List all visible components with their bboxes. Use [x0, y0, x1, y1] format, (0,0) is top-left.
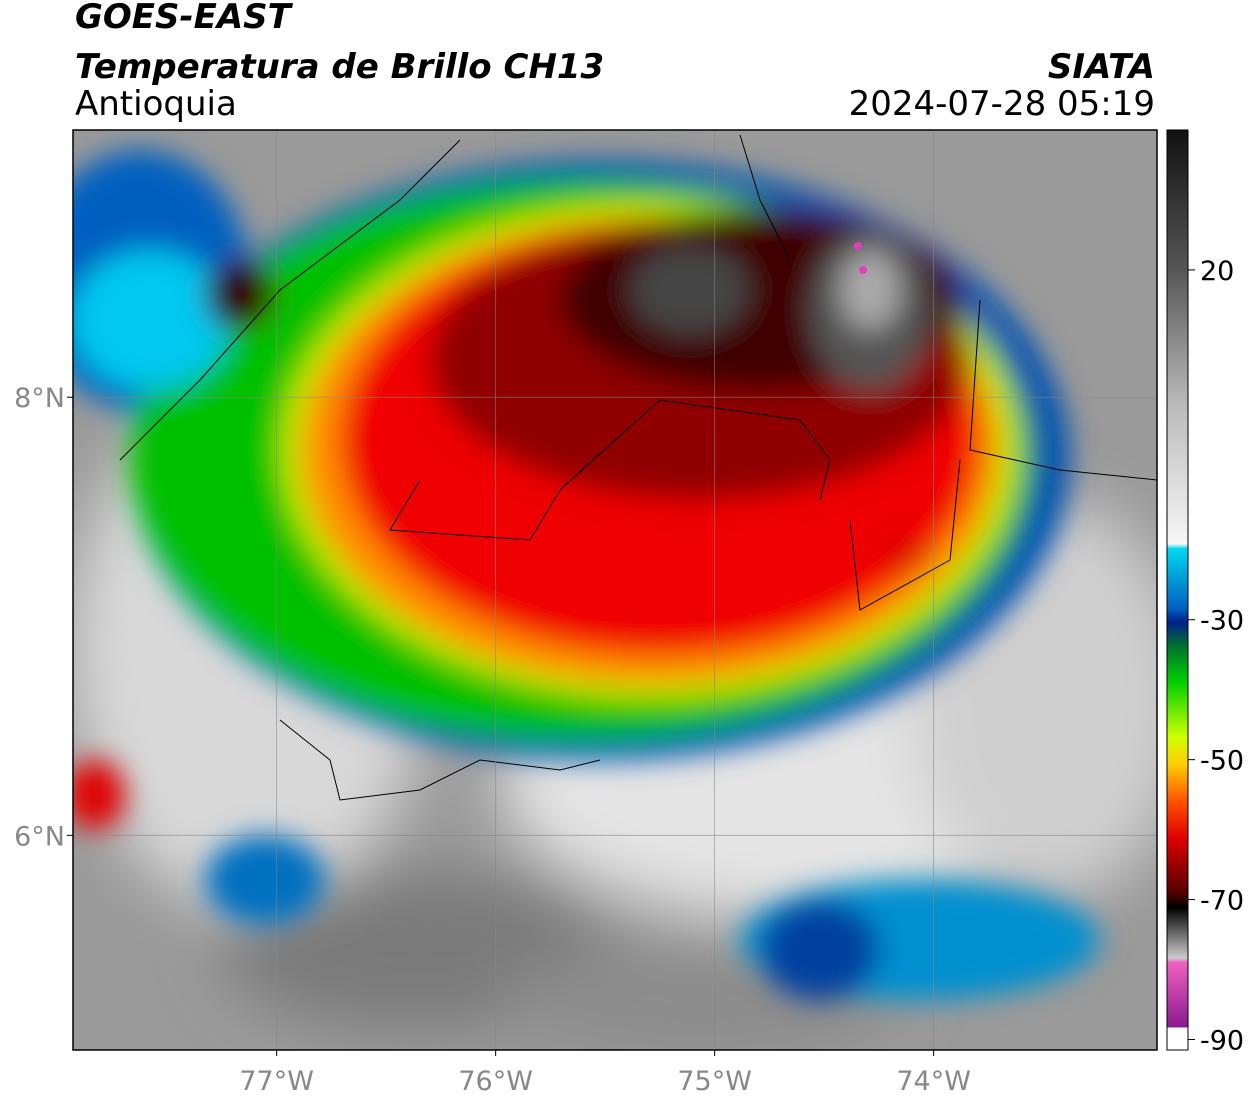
colorbar [1166, 129, 1189, 1051]
colorbar-tick-label: -50 [1200, 746, 1244, 777]
subtitle: Temperatura de Brillo CH13 [75, 47, 604, 87]
x-tick-label: 75°W [677, 1066, 752, 1097]
x-tick-label: 76°W [458, 1066, 533, 1097]
graticule [73, 130, 1157, 1050]
colorbar-tick-label: -30 [1200, 606, 1244, 637]
boundaries [119, 134, 1157, 801]
title: GOES-EAST [75, 0, 294, 37]
y-tick-label: 6°N [14, 821, 65, 852]
map-frame [72, 129, 1158, 1051]
x-tick-label: 74°W [896, 1066, 971, 1097]
y-tick-label: 8°N [14, 383, 65, 414]
x-tick-label: 77°W [239, 1066, 314, 1097]
colorbar-tick-label: 20 [1200, 256, 1234, 287]
datetime: 2024-07-28 05:19 [849, 84, 1155, 124]
satellite-image [73, 130, 1157, 1050]
colorbar-tick-label: -90 [1200, 1026, 1244, 1057]
colorbar-tick-label: -70 [1200, 886, 1244, 917]
source: SIATA [1048, 47, 1155, 87]
region: Antioquia [75, 84, 237, 124]
